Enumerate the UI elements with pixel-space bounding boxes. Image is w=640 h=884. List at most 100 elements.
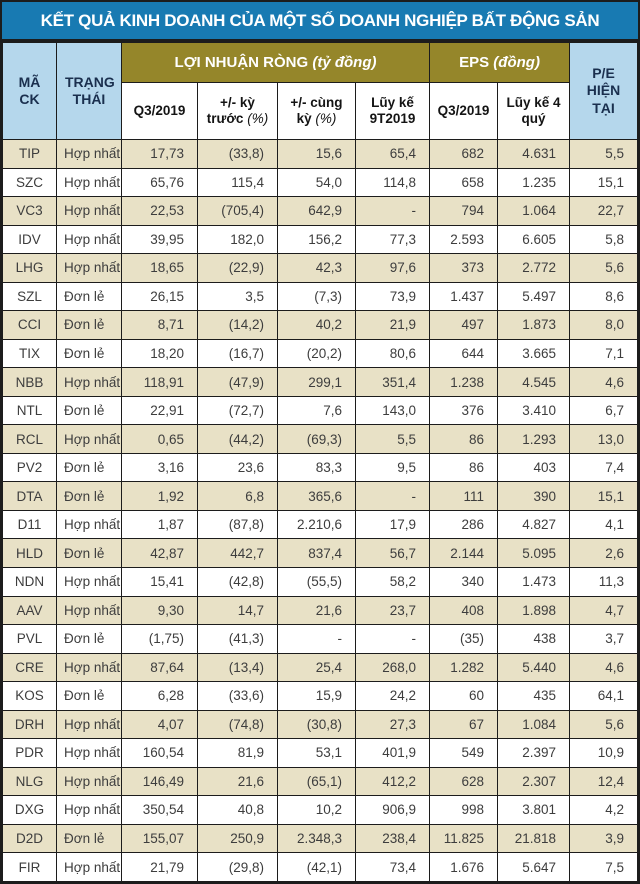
cell-status: Hợp nhất — [56, 167, 122, 198]
cell-change-prev: 23,6 — [197, 452, 278, 483]
cell-eps-q3: 2.144 — [429, 538, 499, 568]
cell-change-yoy: (65,1) — [277, 766, 356, 797]
cell-cumulative-9m: 73,4 — [354, 852, 431, 882]
cell-status: Hợp nhất — [56, 852, 122, 882]
cell-change-prev: 3,5 — [197, 281, 278, 312]
cell-pe: 15,1 — [569, 167, 638, 198]
cell-stock-code: D11 — [2, 509, 57, 540]
cell-cumulative-9m: - — [354, 481, 431, 511]
cell-net-profit-q3: 0,65 — [121, 424, 198, 454]
cell-eps-4q: 1.293 — [497, 424, 571, 454]
cell-status: Hợp nhất — [56, 196, 122, 226]
cell-eps-4q: 4.545 — [497, 367, 571, 397]
subheader-cumulative-9m: Lũy kế 9T2019 — [354, 82, 431, 140]
cell-change-yoy: 15,6 — [277, 139, 356, 169]
subheader-net-profit-q3: Q3/2019 — [121, 82, 198, 140]
cell-net-profit-q3: 9,30 — [121, 595, 198, 626]
cell-pe: 10,9 — [569, 738, 638, 768]
cell-net-profit-q3: 4,07 — [121, 709, 198, 740]
net-profit-group-unit: (tỷ đồng) — [312, 54, 377, 71]
cell-cumulative-9m: 9,5 — [354, 452, 431, 483]
cell-change-prev: 250,9 — [197, 823, 278, 854]
cell-cumulative-9m: 114,8 — [354, 167, 431, 198]
cell-eps-q3: 86 — [429, 452, 499, 483]
cell-eps-q3: 1.676 — [429, 852, 499, 882]
cell-pe: 5,6 — [569, 709, 638, 740]
cell-stock-code: PDR — [2, 738, 57, 768]
cell-change-yoy: 2.348,3 — [277, 823, 356, 854]
cell-pe: 12,4 — [569, 766, 638, 797]
cell-eps-q3: 1.437 — [429, 281, 499, 312]
cell-net-profit-q3: 21,79 — [121, 852, 198, 882]
cell-cumulative-9m: 73,9 — [354, 281, 431, 312]
cell-cumulative-9m: 97,6 — [354, 253, 431, 283]
cell-eps-q3: 658 — [429, 167, 499, 198]
cell-change-prev: 442,7 — [197, 538, 278, 568]
subheader-eps-4q: Lũy kế 4 quý — [497, 82, 571, 140]
cell-status: Đơn lẻ — [56, 481, 122, 511]
cell-change-yoy: (69,3) — [277, 424, 356, 454]
cell-status: Hợp nhất — [56, 424, 122, 454]
net-profit-group-label: LỢI NHUẬN RÒNG — [174, 54, 309, 71]
cell-stock-code: PVL — [2, 624, 57, 654]
table-row: NTL Đơn lẻ 22,91 (72,7) 7,6 143,0 376 3.… — [2, 395, 638, 426]
cell-change-prev: (41,3) — [197, 624, 278, 654]
cell-net-profit-q3: 1,92 — [121, 481, 198, 511]
cell-status: Hợp nhất — [56, 367, 122, 397]
cell-net-profit-q3: 39,95 — [121, 224, 198, 255]
cell-change-prev: (16,7) — [197, 338, 278, 369]
cell-eps-4q: 21.818 — [497, 823, 571, 854]
table-row: CRE Hợp nhất 87,64 (13,4) 25,4 268,0 1.2… — [2, 652, 638, 683]
cell-eps-q3: 644 — [429, 338, 499, 369]
table-row: KOS Đơn lẻ 6,28 (33,6) 15,9 24,2 60 435 … — [2, 681, 638, 711]
cell-cumulative-9m: 238,4 — [354, 823, 431, 854]
cell-pe: 4,1 — [569, 509, 638, 540]
cell-stock-code: FIR — [2, 852, 57, 882]
cell-status: Hợp nhất — [56, 766, 122, 797]
cell-status: Đơn lẻ — [56, 823, 122, 854]
cell-status: Hợp nhất — [56, 566, 122, 597]
cell-pe: 7,1 — [569, 338, 638, 369]
cell-change-yoy: 837,4 — [277, 538, 356, 568]
cell-cumulative-9m: 5,5 — [354, 424, 431, 454]
cell-pe: 5,5 — [569, 139, 638, 169]
table-row: HLD Đơn lẻ 42,87 442,7 837,4 56,7 2.144 … — [2, 538, 638, 568]
cell-eps-4q: 2.397 — [497, 738, 571, 768]
table-row: AAV Hợp nhất 9,30 14,7 21,6 23,7 408 1.8… — [2, 595, 638, 626]
cell-change-prev: (42,8) — [197, 566, 278, 597]
cell-status: Hợp nhất — [56, 595, 122, 626]
cell-cumulative-9m: 24,2 — [354, 681, 431, 711]
cell-stock-code: PV2 — [2, 452, 57, 483]
cell-eps-4q: 5.095 — [497, 538, 571, 568]
cell-status: Đơn lẻ — [56, 681, 122, 711]
cell-net-profit-q3: 22,53 — [121, 196, 198, 226]
cell-status: Hợp nhất — [56, 738, 122, 768]
cell-eps-4q: 1.084 — [497, 709, 571, 740]
cell-change-prev: (33,8) — [197, 139, 278, 169]
table-row: SZC Hợp nhất 65,76 115,4 54,0 114,8 658 … — [2, 167, 638, 198]
cell-status: Đơn lẻ — [56, 310, 122, 340]
cell-stock-code: D2D — [2, 823, 57, 854]
table-row: NLG Hợp nhất 146,49 21,6 (65,1) 412,2 62… — [2, 766, 638, 797]
cell-change-yoy: 83,3 — [277, 452, 356, 483]
cell-cumulative-9m: 21,9 — [354, 310, 431, 340]
table-body: TIP Hợp nhất 17,73 (33,8) 15,6 65,4 682 … — [2, 139, 638, 882]
cell-net-profit-q3: 26,15 — [121, 281, 198, 312]
cell-eps-4q: 435 — [497, 681, 571, 711]
cell-net-profit-q3: 65,76 — [121, 167, 198, 198]
cell-change-prev: (14,2) — [197, 310, 278, 340]
cell-pe: 8,0 — [569, 310, 638, 340]
cell-stock-code: VC3 — [2, 196, 57, 226]
table-row: FIR Hợp nhất 21,79 (29,8) (42,1) 73,4 1.… — [2, 852, 638, 882]
cell-pe: 3,7 — [569, 624, 638, 654]
cell-change-yoy: 25,4 — [277, 652, 356, 683]
header-group-net-profit: LỢI NHUẬN RÒNG (tỷ đồng) — [120, 42, 431, 83]
cell-pe: 7,5 — [569, 852, 638, 882]
cell-change-yoy: 642,9 — [277, 196, 356, 226]
cell-status: Hợp nhất — [56, 253, 122, 283]
cell-eps-4q: 1.898 — [497, 595, 571, 626]
cell-change-yoy: (20,2) — [277, 338, 356, 369]
table-row: IDV Hợp nhất 39,95 182,0 156,2 77,3 2.59… — [2, 224, 638, 255]
cell-eps-4q: 6.605 — [497, 224, 571, 255]
